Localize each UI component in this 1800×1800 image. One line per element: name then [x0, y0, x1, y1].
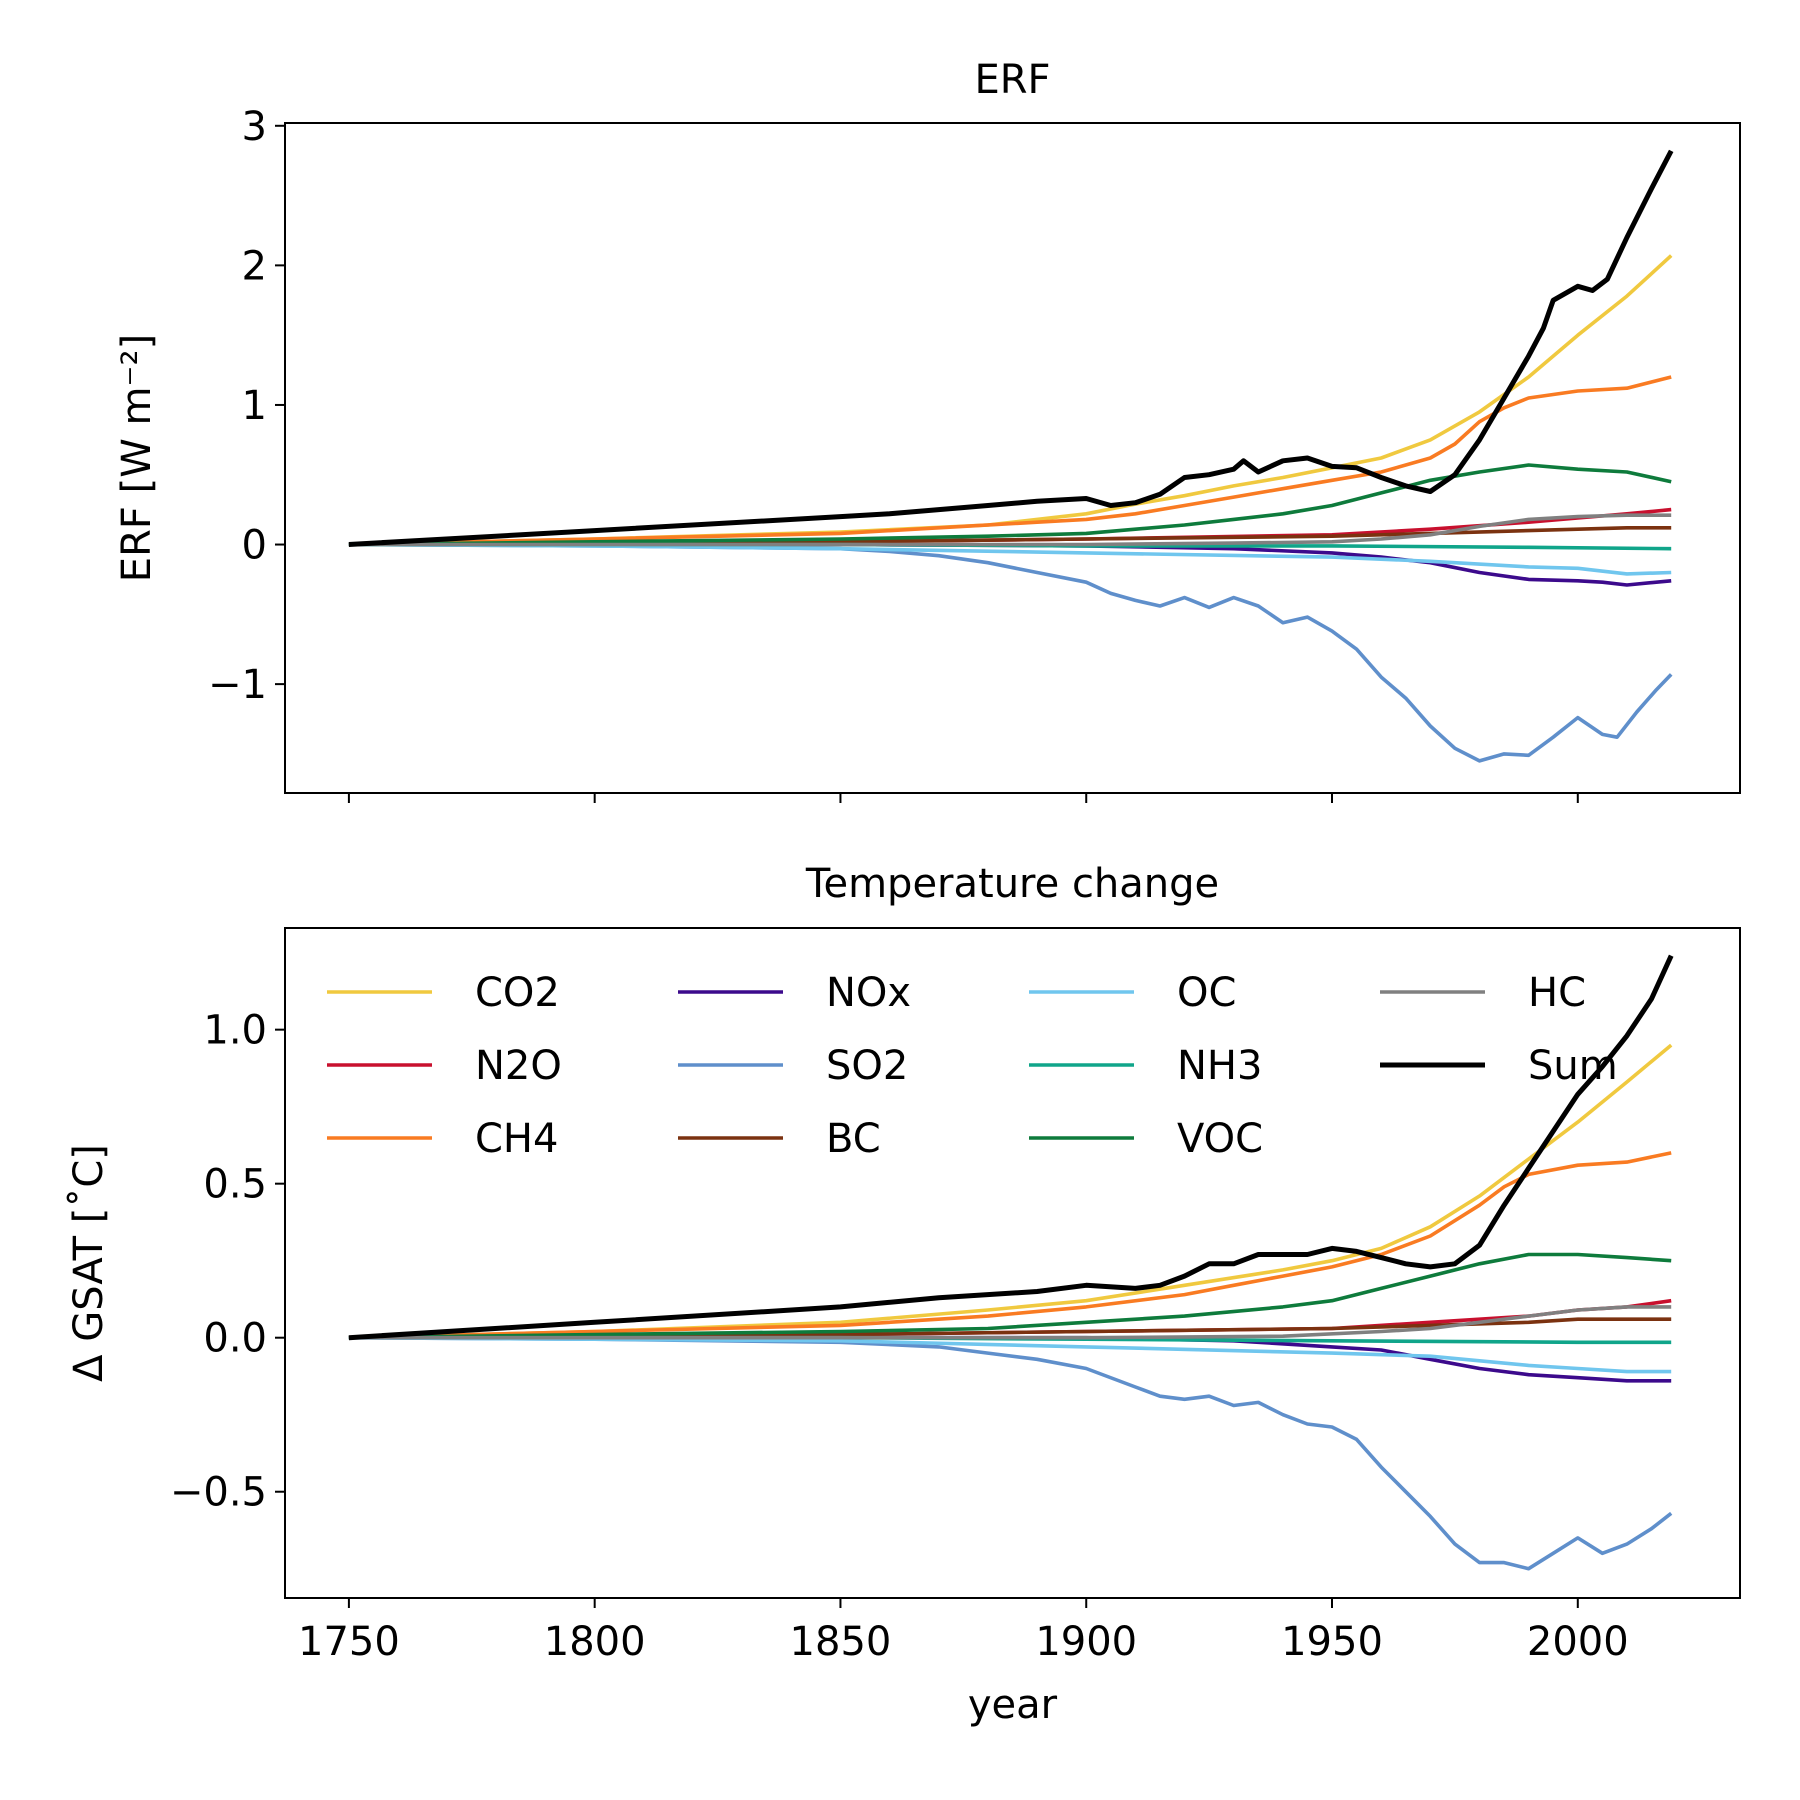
- series-line-voc: [348, 463, 1672, 547]
- legend-label-ch4: CH4: [475, 1116, 558, 1162]
- legend-label-voc: VOC: [1177, 1116, 1263, 1162]
- axes-frame: [284, 927, 1741, 1599]
- series-line-bc: [348, 1317, 1672, 1340]
- legend-label-co2: CO2: [475, 970, 560, 1016]
- series-line-so2: [348, 542, 1673, 763]
- x-tick-label: 1800: [544, 1619, 646, 1665]
- legend-label-nh3: NH3: [1177, 1043, 1262, 1089]
- legend: CO2 N2O CH4 NOx SO2 BC OC NH3 VOC HC Sum: [327, 970, 1618, 1162]
- series-line-bc: [348, 526, 1672, 547]
- chart-title: ERF: [974, 57, 1050, 103]
- x-axis-label: year: [968, 1682, 1058, 1728]
- y-axis-label: Δ GSAT [˚C]: [66, 1144, 112, 1382]
- legend-label-n2o: N2O: [475, 1043, 562, 1089]
- series-line-sum: [348, 954, 1674, 1341]
- legend-label-bc: BC: [826, 1116, 881, 1162]
- x-tick-label: 1950: [1281, 1619, 1383, 1665]
- axes-frame: [284, 122, 1741, 794]
- legend-label-nox: NOx: [826, 970, 911, 1016]
- series-line-voc: [348, 1252, 1672, 1340]
- y-tick-label: 1.0: [203, 1008, 267, 1054]
- y-tick-label: 0.5: [203, 1162, 267, 1208]
- series-line-ch4: [348, 1151, 1672, 1340]
- chart-title: Temperature change: [805, 861, 1219, 907]
- series-line-oc: [348, 1335, 1672, 1374]
- erf-panel: ERF −1 0 1 2 3 ERF [W m⁻²]: [114, 57, 1741, 803]
- y-tick-label: −0.5: [170, 1470, 267, 1516]
- x-tick-label: 1900: [1035, 1619, 1137, 1665]
- y-tick-label: 3: [242, 104, 267, 150]
- temperature-panel: Temperature change −0.5 0.0 0.5 1.0 1750 1800 1…: [66, 861, 1741, 1728]
- y-tick-label: 2: [242, 243, 267, 289]
- series-line-co2: [348, 1043, 1673, 1340]
- series-line-hc: [348, 513, 1672, 547]
- series-line-so2: [348, 1335, 1673, 1571]
- legend-label-hc: HC: [1528, 970, 1586, 1016]
- x-tick-label: 1750: [298, 1619, 400, 1665]
- series-line-oc: [348, 542, 1672, 576]
- y-axis-label: ERF [W m⁻²]: [114, 334, 160, 582]
- legend-label-oc: OC: [1177, 970, 1236, 1016]
- legend-label-sum: Sum: [1528, 1043, 1618, 1089]
- y-tick-label: 0: [242, 523, 267, 569]
- y-tick-label: 0.0: [203, 1316, 267, 1362]
- x-tick-label: 2000: [1527, 1619, 1629, 1665]
- y-tick-label: 1: [242, 383, 267, 429]
- x-tick-label: 1850: [790, 1619, 892, 1665]
- y-tick-label: −1: [208, 662, 267, 708]
- legend-label-so2: SO2: [826, 1043, 908, 1089]
- series-lines: [348, 149, 1674, 763]
- series-lines: [348, 954, 1674, 1571]
- series-line-ch4: [348, 375, 1672, 547]
- series-line-hc: [348, 1305, 1672, 1340]
- series-line-sum: [348, 149, 1674, 547]
